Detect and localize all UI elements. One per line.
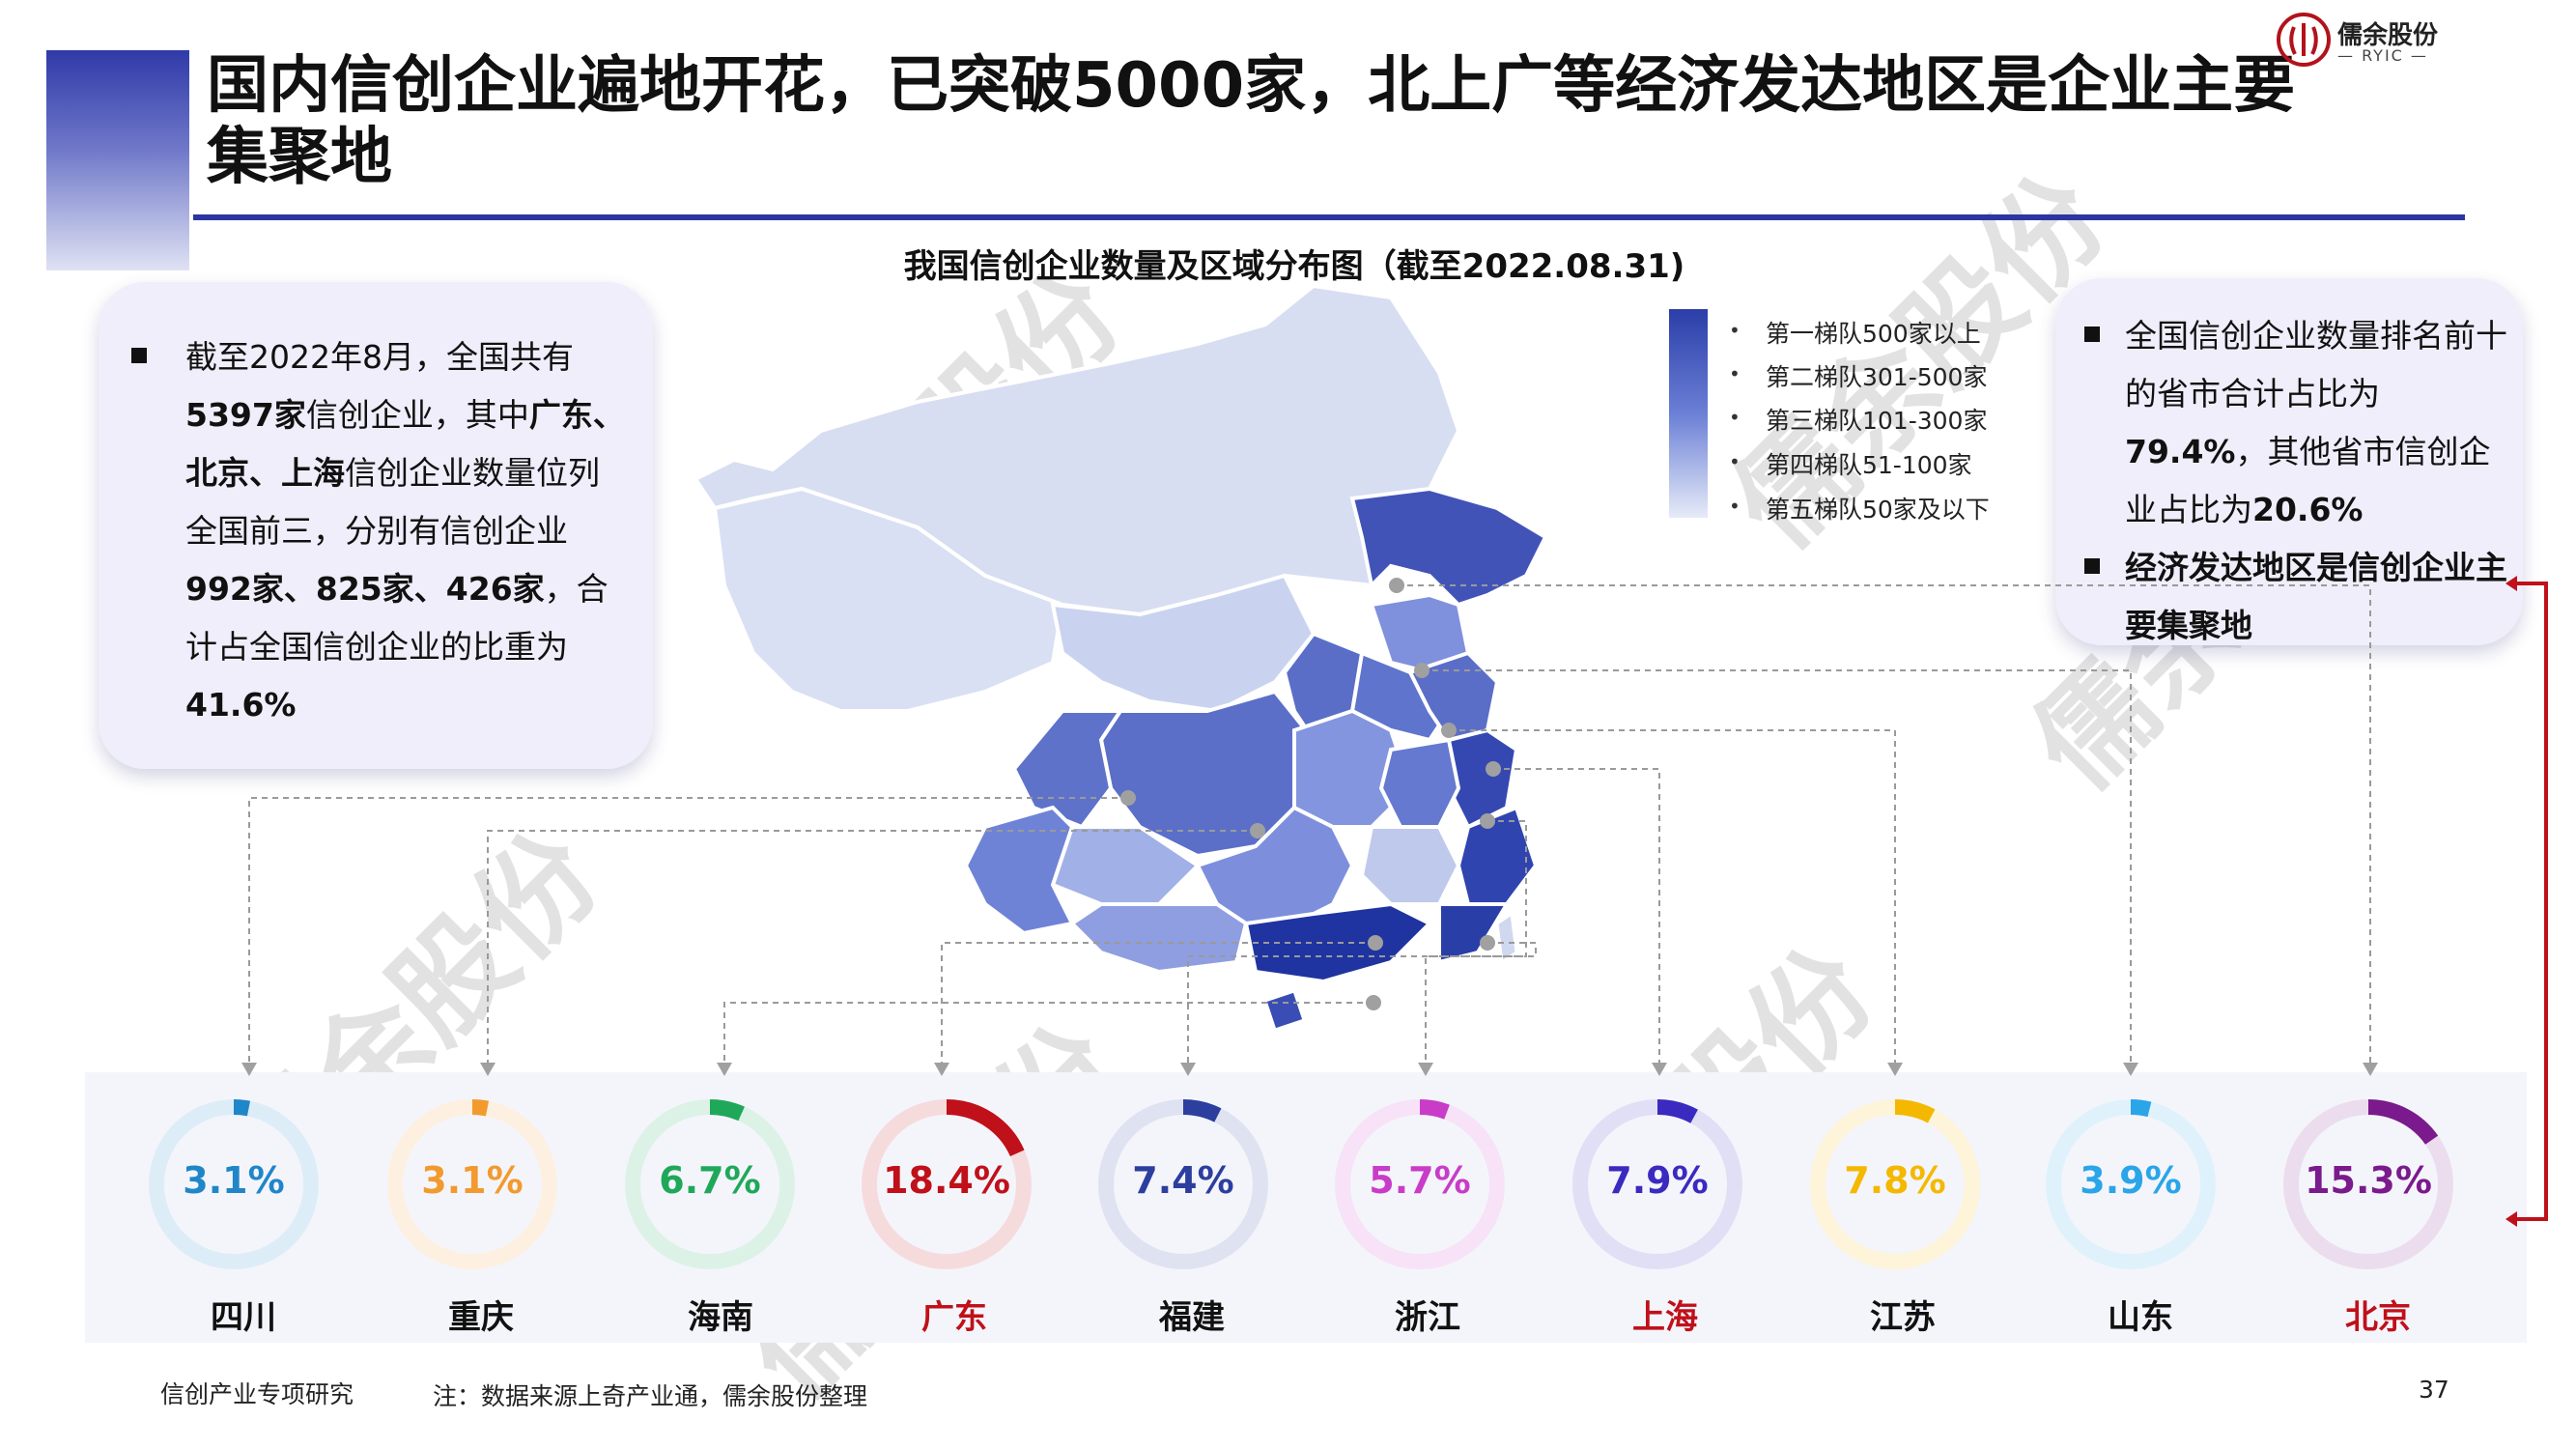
summary-text: 截至2022年8月，全国共有 5397家信创企业，其中广东、北京、上海信创企业数量… (185, 328, 630, 734)
donut-category-label: 广东 (921, 1298, 987, 1337)
donut-value-label: 15.3% (2305, 1159, 2432, 1202)
insight-text-part: 全国信创企业数量排名前十的省市合计占比为 (2125, 317, 2507, 412)
donut-value-label: 7.9% (1606, 1159, 1709, 1202)
legend-item: 第三梯队101-300家 (1766, 407, 1988, 435)
donut-segment-江苏 (1894, 1099, 1936, 1123)
insight-card (2055, 278, 2523, 645)
logo-icon (2277, 13, 2331, 67)
summary-text-part: 截至2022年8月，全国共有 (185, 338, 574, 376)
donut-category-label: 海南 (688, 1298, 753, 1337)
legend-item: 第一梯队500家以上 (1766, 320, 1981, 348)
footer-source-note: 注：数据来源上奇产业通，儒余股份整理 (433, 1382, 868, 1410)
legend-bullet: • (1729, 495, 1741, 518)
summary-text-part: ，合计占全国信创企业的比重为 (185, 570, 609, 666)
legend-bullet: • (1729, 450, 1741, 473)
donut-value-label: 7.8% (1844, 1159, 1946, 1202)
insight-highlight: 20.6% (2252, 491, 2364, 528)
bullet-marker (2084, 327, 2100, 342)
insight-conclusion: 经济发达地区是信创企业主要集聚地 (2125, 549, 2507, 644)
donut-segment-重庆 (471, 1098, 490, 1117)
insight-text: 全国信创企业数量排名前十的省市合计占比为 79.4%，其他省市信创企业占比为20.… (2125, 307, 2511, 539)
legend-bullet: • (1729, 406, 1741, 429)
page-number: 37 (2419, 1376, 2449, 1404)
donut-value-label: 3.1% (183, 1159, 285, 1202)
summary-text-part: 信创企业数量位列全国前三，分别有信创企业 (185, 454, 600, 550)
donut-category-label: 山东 (2108, 1298, 2173, 1337)
logo-subtext: — RYIC — (2337, 46, 2428, 65)
donut-value-label: 7.4% (1132, 1159, 1234, 1202)
title-divider (193, 214, 2465, 220)
title-accent-block (46, 50, 189, 270)
legend-gradient-bar (1669, 309, 1708, 518)
donut-value-label: 3.9% (2080, 1159, 2182, 1202)
logo-text: 儒余股份 (2337, 21, 2439, 50)
legend-item: 第四梯队51-100家 (1766, 451, 1972, 479)
donut-category-label: 四川 (211, 1298, 276, 1337)
summary-text-part: 信创企业，其中 (305, 396, 529, 434)
donut-segment-四川 (233, 1098, 251, 1117)
donut-value-label: 18.4% (883, 1159, 1010, 1202)
legend-item: 第二梯队301-500家 (1766, 363, 1988, 391)
donut-segment-海南 (709, 1099, 745, 1122)
donut-category-label: 重庆 (448, 1298, 514, 1337)
bullet-marker (2084, 558, 2100, 574)
donut-value-label: 5.7% (1369, 1159, 1471, 1202)
donut-category-label: 浙江 (1395, 1298, 1460, 1337)
page-title: 国内信创企业遍地开花，已突破5000家，北上广等经济发达地区是企业主要集聚地 (207, 50, 2296, 193)
donut-segment-福建 (1182, 1099, 1222, 1122)
donut-category-label: 北京 (2345, 1298, 2411, 1337)
insight-text-part: ，其他省市信创企业占比为 (2125, 433, 2491, 528)
insight-highlight: 79.4% (2125, 433, 2236, 470)
donut-segment-北京 (2367, 1099, 2439, 1146)
legend-bullet: • (1729, 362, 1741, 385)
summary-highlight: 广东、北京、上海 (185, 396, 625, 492)
donut-segment-山东 (2130, 1099, 2152, 1118)
donut-category-label: 福建 (1159, 1298, 1225, 1337)
footer-section-label: 信创产业专项研究 (160, 1380, 354, 1408)
donut-value-label: 6.7% (659, 1159, 761, 1202)
donut-category-label: 上海 (1632, 1298, 1698, 1337)
summary-card (99, 282, 653, 769)
legend-item: 第五梯队50家及以下 (1766, 496, 1990, 524)
summary-highlight: 5397家 (185, 396, 306, 434)
legend-bullet: • (1729, 319, 1741, 342)
donut-segment-上海 (1656, 1099, 1698, 1123)
bullet-marker (131, 348, 147, 363)
summary-highlight: 41.6% (185, 686, 297, 724)
chart-title: 我国信创企业数量及区域分布图（截至2022.08.31) (903, 247, 1685, 286)
donut-value-label: 3.1% (421, 1159, 524, 1202)
donut-segment-浙江 (1419, 1099, 1450, 1120)
donut-segment-广东 (946, 1099, 1025, 1157)
donut-category-label: 江苏 (1870, 1298, 1936, 1337)
summary-highlight: 992家、825家、426家 (185, 570, 545, 608)
